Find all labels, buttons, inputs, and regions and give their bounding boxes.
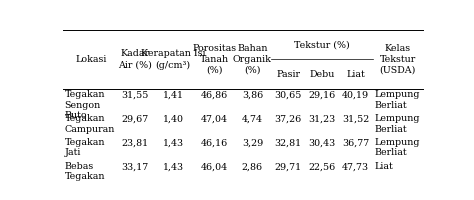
- Text: 33,17: 33,17: [121, 162, 149, 171]
- Text: Kerapatan Isi
(g/cm³): Kerapatan Isi (g/cm³): [141, 49, 205, 70]
- Text: 46,04: 46,04: [201, 162, 228, 171]
- Text: 29,16: 29,16: [309, 91, 336, 100]
- Text: 30,43: 30,43: [309, 139, 336, 148]
- Text: 46,16: 46,16: [201, 139, 228, 148]
- Text: 29,71: 29,71: [275, 162, 302, 171]
- Text: 3,86: 3,86: [242, 91, 263, 100]
- Text: Tegakan
Campuran: Tegakan Campuran: [64, 114, 115, 144]
- Text: Liat: Liat: [346, 70, 365, 79]
- Text: Tekstur (%): Tekstur (%): [294, 40, 350, 49]
- Text: 22,56: 22,56: [309, 162, 336, 171]
- Text: 2,86: 2,86: [242, 162, 263, 171]
- Text: Lempung
Berliat: Lempung Berliat: [374, 138, 419, 168]
- Text: 36,77: 36,77: [342, 139, 369, 148]
- Text: 1,41: 1,41: [163, 91, 183, 100]
- Text: 23,81: 23,81: [121, 139, 148, 148]
- Text: 31,23: 31,23: [309, 115, 336, 124]
- Text: 47,73: 47,73: [342, 162, 369, 171]
- Text: 1,43: 1,43: [163, 139, 184, 148]
- Text: Debu: Debu: [310, 70, 335, 79]
- Text: 1,43: 1,43: [163, 162, 184, 171]
- Text: Tegakan
Sengon
Buto: Tegakan Sengon Buto: [64, 90, 105, 120]
- Text: 40,19: 40,19: [342, 91, 369, 100]
- Text: 3,29: 3,29: [242, 139, 263, 148]
- Text: Kadar
Air (%): Kadar Air (%): [118, 49, 152, 69]
- Text: 30,65: 30,65: [274, 91, 302, 100]
- Text: 4,74: 4,74: [242, 115, 263, 124]
- Text: Lempung
Berliat: Lempung Berliat: [374, 114, 419, 144]
- Text: 31,52: 31,52: [342, 115, 369, 124]
- Text: Lempung
Berliat: Lempung Berliat: [374, 90, 419, 110]
- Text: 1,40: 1,40: [163, 115, 183, 124]
- Text: Bahan
Organik
(%): Bahan Organik (%): [233, 44, 272, 75]
- Text: 46,86: 46,86: [201, 91, 228, 100]
- Text: Lokasi: Lokasi: [75, 55, 107, 64]
- Text: 37,26: 37,26: [274, 115, 302, 124]
- Text: 31,55: 31,55: [121, 91, 149, 100]
- Text: Bebas
Tegakan: Bebas Tegakan: [64, 162, 105, 192]
- Text: Kelas
Tekstur
(USDA): Kelas Tekstur (USDA): [380, 44, 416, 75]
- Text: 47,04: 47,04: [201, 115, 228, 124]
- Text: Liat: Liat: [374, 162, 393, 192]
- Text: 29,67: 29,67: [121, 115, 149, 124]
- Text: Pasir: Pasir: [276, 70, 300, 79]
- Text: Tegakan
Jati: Tegakan Jati: [64, 138, 105, 168]
- Text: Porositas
Tanah
(%): Porositas Tanah (%): [192, 44, 237, 75]
- Text: 32,81: 32,81: [275, 139, 302, 148]
